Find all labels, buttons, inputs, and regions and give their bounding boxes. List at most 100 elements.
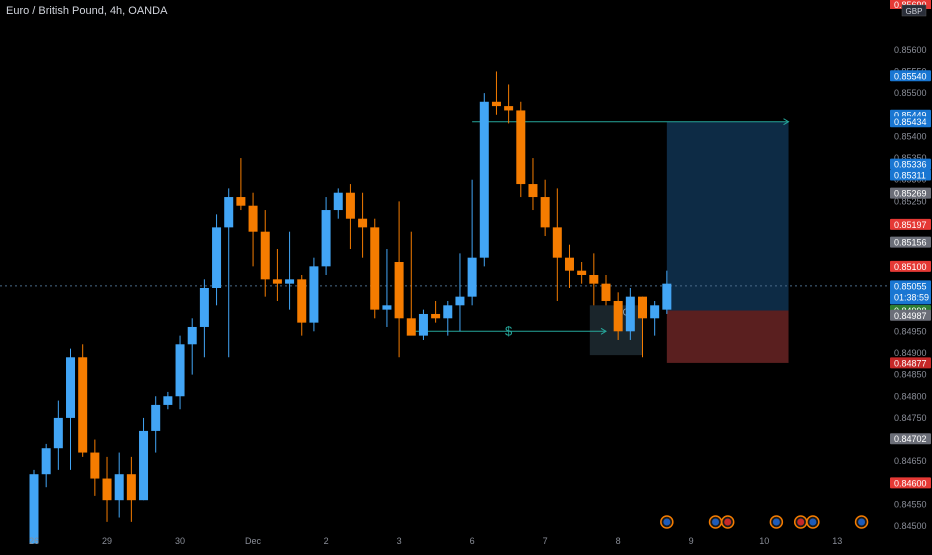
price-tick-label: 0.85500 <box>894 88 927 98</box>
candle-body-bearish[interactable] <box>394 262 404 319</box>
date-tick-label: 6 <box>470 536 475 546</box>
candle-body-bearish[interactable] <box>248 205 258 232</box>
candle-body-bullish[interactable] <box>443 305 453 319</box>
candle-body-bearish[interactable] <box>126 474 136 501</box>
price-tick-label: 0.84800 <box>894 391 927 401</box>
candle-body-bearish[interactable] <box>577 270 587 275</box>
candle-body-bearish[interactable] <box>638 296 647 319</box>
countdown-label: 01:38:59 <box>894 292 929 302</box>
candle-body-bearish[interactable] <box>272 279 282 284</box>
price-tag-label: 0.85540 <box>894 71 927 81</box>
candle-body-bearish[interactable] <box>102 478 112 501</box>
candle-body-bearish[interactable] <box>358 218 368 228</box>
candle-body-bearish[interactable] <box>589 275 599 284</box>
event-marker-fill <box>712 518 720 526</box>
candle-body-bullish[interactable] <box>467 257 477 297</box>
price-tick-label: 0.85250 <box>894 196 927 206</box>
date-tick-label: 9 <box>689 536 694 546</box>
price-axis[interactable] <box>888 0 932 550</box>
price-tag <box>890 158 931 170</box>
long-position-target-zone[interactable] <box>666 121 789 311</box>
candle-body-bearish[interactable] <box>601 283 611 301</box>
candle-body-bullish[interactable] <box>333 192 343 211</box>
candle-body-bullish[interactable] <box>212 227 222 288</box>
candle-body-bearish[interactable] <box>516 110 526 185</box>
price-tag <box>890 70 931 82</box>
candle-body-bearish[interactable] <box>552 227 562 258</box>
price-tick-label: 0.84500 <box>894 521 927 531</box>
candle-body-bullish[interactable] <box>199 287 209 327</box>
candle-body-bearish[interactable] <box>90 452 100 479</box>
candle-body-bullish[interactable] <box>163 396 173 405</box>
candle-body-bearish[interactable] <box>613 300 623 332</box>
date-tick-label: 10 <box>759 536 769 546</box>
price-tag-label: 0.85269 <box>894 189 927 199</box>
candle-body-bearish[interactable] <box>236 197 246 206</box>
price-tick-label: 0.84750 <box>894 413 927 423</box>
candle-body-bearish[interactable] <box>297 279 307 323</box>
candle-body-bullish[interactable] <box>625 296 635 332</box>
candle-body-bullish[interactable] <box>175 344 185 397</box>
candle-body-bullish[interactable] <box>66 357 76 418</box>
candle-body-bearish[interactable] <box>406 318 416 336</box>
candle-body-bearish[interactable] <box>78 357 88 453</box>
candle-body-bearish[interactable] <box>431 313 441 319</box>
price-tag <box>890 260 931 272</box>
candle-body-bullish[interactable] <box>418 313 428 336</box>
event-marker-fill <box>797 518 805 526</box>
price-tick-label: 0.84900 <box>894 348 927 358</box>
candle-body-bullish[interactable] <box>41 448 51 475</box>
candle-body-bullish[interactable] <box>151 404 161 431</box>
candle-body-bearish[interactable] <box>260 231 270 280</box>
candle-body-bearish[interactable] <box>491 101 501 107</box>
price-tick-label: 0.85400 <box>894 131 927 141</box>
candle-body-bearish[interactable] <box>564 257 574 271</box>
candle-body-bearish[interactable] <box>528 184 538 198</box>
event-marker-fill <box>858 518 866 526</box>
candle-body-bullish[interactable] <box>662 283 672 310</box>
candle-body-bearish[interactable] <box>504 106 514 111</box>
date-tick-label: 7 <box>543 536 548 546</box>
price-tick-label: 0.84950 <box>894 326 927 336</box>
price-tag <box>890 218 931 230</box>
price-tick-label: 0.85600 <box>894 45 927 55</box>
candle-body-bearish[interactable] <box>540 197 550 228</box>
candle-body-bullish[interactable] <box>187 326 197 345</box>
date-tick-label: 30 <box>175 536 185 546</box>
price-tag <box>890 357 931 369</box>
currency-badge[interactable] <box>901 4 927 17</box>
price-tag-label: 0.84600 <box>894 478 927 488</box>
candle-body-bullish[interactable] <box>285 279 295 284</box>
price-tag-label: 0.85311 <box>894 170 926 180</box>
price-tag-label: 0.84877 <box>894 358 927 368</box>
candle-body-bullish[interactable] <box>224 197 234 228</box>
price-tag-label: 0.85449 <box>894 111 927 121</box>
price-tag-label: 0.85156 <box>894 238 927 248</box>
price-tag-label: 0.85434 <box>894 117 927 127</box>
event-marker-fill <box>663 518 671 526</box>
candle-body-bullish[interactable] <box>321 210 331 267</box>
price-tick-label: 0.84550 <box>894 500 927 510</box>
price-tick-label: 0.85350 <box>894 153 927 163</box>
date-tick-label: Dec <box>245 536 262 546</box>
candle-body-bullish[interactable] <box>29 474 39 544</box>
symbol-title: Euro / British Pound, 4h, OANDA <box>6 5 168 17</box>
candle-body-bullish[interactable] <box>479 101 489 258</box>
candle-body-bullish[interactable] <box>650 305 660 319</box>
date-tick-label: 13 <box>832 536 842 546</box>
candle-body-bullish[interactable] <box>139 430 149 501</box>
candle-body-bearish[interactable] <box>345 192 355 219</box>
poi-label: POI <box>616 307 633 318</box>
price-tag <box>890 169 931 181</box>
price-tag-label: 0.85197 <box>894 220 927 230</box>
candle-body-bullish[interactable] <box>455 296 465 306</box>
currency-label: GBP <box>906 7 923 16</box>
long-position-stop-zone[interactable] <box>666 310 789 363</box>
candle-body-bullish[interactable] <box>114 474 124 501</box>
candle-body-bullish[interactable] <box>309 266 319 323</box>
candle-body-bearish[interactable] <box>370 227 380 310</box>
candle-body-bullish[interactable] <box>53 417 63 449</box>
candle-body-bullish[interactable] <box>382 305 392 310</box>
